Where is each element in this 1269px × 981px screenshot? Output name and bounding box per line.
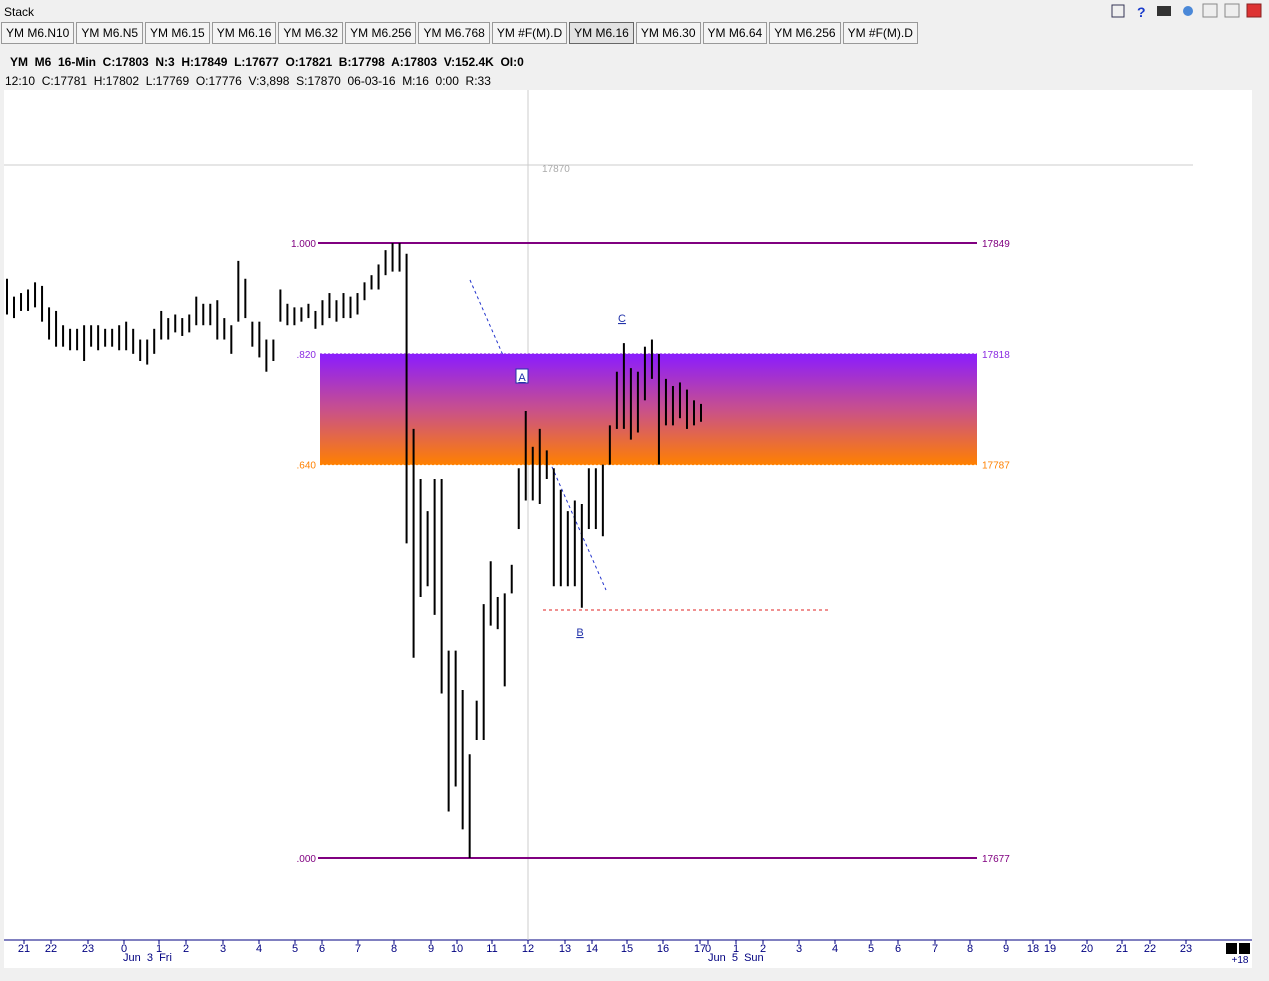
bar-count-label: +18 (1232, 955, 1249, 966)
time-label: 3 (796, 943, 802, 955)
icon[interactable] (1157, 6, 1171, 16)
annotation-label: C (618, 313, 626, 325)
fib-price-label: 17818 (982, 350, 1010, 361)
fib-price-label: 17787 (982, 461, 1010, 472)
icon[interactable] (1226, 943, 1237, 954)
date-label: Jun 3 Fri (123, 952, 172, 964)
annotation-label: B (576, 627, 583, 639)
time-label: 18 (1027, 943, 1039, 955)
symbol-tab[interactable]: YM #F(M).D (491, 22, 568, 44)
time-label: 1 (733, 943, 739, 955)
time-label: 1 (156, 943, 162, 955)
time-label: 7 (932, 943, 938, 955)
time-label: 21 (1116, 943, 1128, 955)
symbol-tab[interactable]: YM M6.30 (635, 22, 701, 44)
time-label: 0 (121, 943, 127, 955)
fib-price-label: 17849 (982, 239, 1010, 250)
time-label: 23 (82, 943, 94, 955)
time-label: 19 (1044, 943, 1056, 955)
time-label: 21 (18, 943, 30, 955)
time-label: 14 (586, 943, 598, 955)
time-label: 8 (391, 943, 397, 955)
minimize-button[interactable] (1202, 3, 1218, 18)
time-label: 12 (522, 943, 534, 955)
symbol-tab[interactable]: YM M6.16 (211, 22, 277, 44)
time-label: 3 (220, 943, 226, 955)
fib-ratio-label: .820 (297, 350, 317, 361)
time-label: 2 (183, 943, 189, 955)
symbol-tab[interactable]: YM M6.16 (569, 22, 634, 44)
time-label: 23 (1180, 943, 1192, 955)
symbol-tab[interactable]: YM #F(M).D (842, 22, 918, 44)
time-label: 7 (355, 943, 361, 955)
close-button[interactable] (1246, 3, 1262, 18)
time-label: 9 (1003, 943, 1009, 955)
fib-ratio-label: .000 (297, 854, 317, 865)
time-label: 9 (428, 943, 434, 955)
time-label: 2 (760, 943, 766, 955)
time-label: 4 (256, 943, 262, 955)
time-label: 6 (895, 943, 901, 955)
tab-bar: YM M6.N10 YM M6.N5 YM M6.15 YM M6.16 YM M6.3… (1, 22, 918, 44)
time-label: 17 (694, 943, 706, 955)
chart-panel (4, 90, 1252, 940)
icon[interactable] (1111, 4, 1125, 18)
help-icon[interactable]: ? (1137, 4, 1146, 20)
symbol-tab[interactable]: YM M6.15 (145, 22, 210, 44)
time-label: 0 (705, 943, 711, 955)
time-label: 16 (657, 943, 669, 955)
fib-ratio-label: .640 (297, 461, 317, 472)
retracement-zone (320, 353, 977, 465)
time-label: 15 (621, 943, 633, 955)
time-label: 20 (1081, 943, 1093, 955)
symbol-tab[interactable]: YM M6.768 (418, 22, 490, 44)
symbol-tab[interactable]: YM M6.256 (769, 22, 841, 44)
cursor-price-label: 17870 (542, 164, 570, 175)
symbol-tab[interactable]: YM M6.256 (345, 22, 417, 44)
bar-info-line: 12:10 C:17781 H:17802 L:17769 O:17776 V:… (5, 74, 491, 88)
date-label: Jun 5 Sun (708, 952, 764, 964)
time-label: 6 (319, 943, 325, 955)
toolbar-icons: ? (1111, 3, 1262, 954)
time-label: 22 (1144, 943, 1156, 955)
time-label: 8 (967, 943, 973, 955)
time-label: 5 (292, 943, 298, 955)
time-label: 5 (868, 943, 874, 955)
symbol-tab[interactable]: YM M6.64 (702, 22, 768, 44)
time-label: 13 (559, 943, 571, 955)
time-label: 10 (451, 943, 463, 955)
annotation-box (515, 368, 529, 384)
symbol-tab[interactable]: YM M6.N10 (1, 22, 75, 44)
icon[interactable] (1239, 943, 1250, 954)
icon[interactable] (1183, 6, 1193, 16)
annotation-label: A (518, 372, 526, 384)
maximize-button[interactable] (1224, 3, 1240, 18)
time-axis-panel (4, 940, 1252, 968)
fib-price-label: 17677 (982, 854, 1010, 865)
symbol-tab[interactable]: YM M6.N5 (76, 22, 144, 44)
fib-ratio-label: 1.000 (291, 239, 316, 250)
time-label: 22 (45, 943, 57, 955)
window-title: Stack (4, 5, 35, 19)
time-label: 4 (832, 943, 838, 955)
time-label: 11 (486, 943, 497, 955)
quote-line: YM M6 16-Min C:17803 N:3 H:17849 L:17677… (10, 55, 524, 69)
symbol-tab[interactable]: YM M6.32 (278, 22, 344, 44)
title-bar: Stack (0, 0, 1269, 22)
